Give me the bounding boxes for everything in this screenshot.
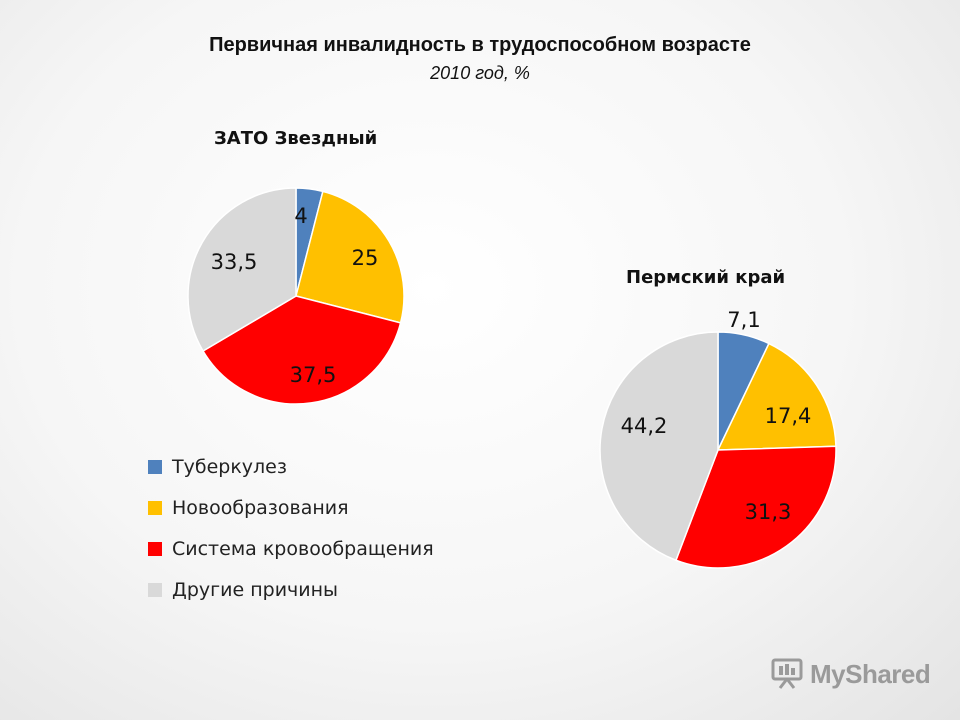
pie-slice: [187, 187, 297, 353]
pie-slice: [674, 445, 837, 569]
legend-label: Туберкулез: [172, 455, 287, 478]
legend-swatch: [148, 541, 162, 556]
legend-item: Другие причины: [148, 569, 434, 610]
pie-title-perm: Пермский край: [626, 267, 786, 288]
data-label: 17,4: [765, 404, 812, 428]
watermark-text: MyShared: [810, 658, 931, 689]
legend-swatch: [148, 500, 162, 515]
pie-chart-zato: 4 25 37,5 33,5: [187, 187, 405, 405]
pie-slice: [295, 190, 405, 324]
presentation-icon: [771, 658, 803, 689]
data-label: 25: [352, 246, 379, 270]
pie-chart-perm: 7,1 17,4 31,3 44,2: [599, 308, 837, 569]
legend-label: Новообразования: [172, 496, 349, 519]
chart-title: Первичная инвалидность в трудоспособном …: [209, 34, 751, 56]
data-label: 31,3: [745, 500, 792, 524]
data-label: 37,5: [290, 363, 337, 387]
legend-label: Система кровообращения: [172, 537, 434, 560]
legend-swatch: [148, 582, 162, 597]
legend: Туберкулез Новообразования Система крово…: [148, 446, 434, 610]
legend-item: Туберкулез: [148, 446, 434, 487]
legend-item: Система кровообращения: [148, 528, 434, 569]
chart-subtitle: 2010 год, %: [430, 63, 530, 83]
legend-item: Новообразования: [148, 487, 434, 528]
legend-swatch: [148, 459, 162, 474]
pie-slice: [202, 295, 402, 405]
pie-title-zato: ЗАТО Звездный: [214, 128, 378, 149]
data-label: 4: [294, 204, 307, 228]
legend-label: Другие причины: [172, 578, 339, 601]
watermark: MyShared: [770, 654, 931, 694]
pie-slice: [599, 331, 719, 562]
data-label: 33,5: [211, 250, 258, 274]
data-label: 44,2: [621, 414, 668, 438]
data-label: 7,1: [727, 308, 760, 332]
pie-slice: [716, 342, 837, 451]
